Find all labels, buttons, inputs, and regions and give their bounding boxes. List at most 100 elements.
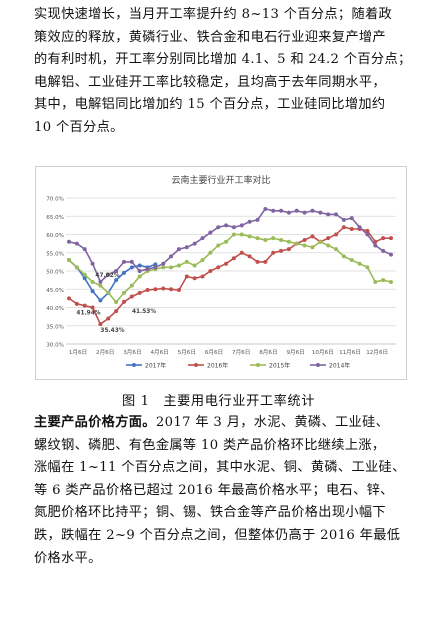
text-line: 涨幅在 1~11 个百分点之间，其中水泥、铜、黄磷、工业硅、 xyxy=(34,460,406,476)
data-point xyxy=(145,267,150,272)
data-point xyxy=(231,256,236,261)
data-point xyxy=(169,265,174,270)
data-point xyxy=(114,309,119,314)
x-tick-label: 6月6日 xyxy=(205,349,223,356)
data-point xyxy=(286,210,291,215)
x-tick-label: 5月6日 xyxy=(178,349,196,356)
text-line: 电解铝、工业硅开工率比较稳定，且均高于去年同期水平， xyxy=(34,74,386,90)
data-point xyxy=(357,225,362,230)
data-point xyxy=(389,279,393,284)
x-tick-label: 1月6日 xyxy=(69,349,87,356)
data-point xyxy=(129,294,134,299)
data-point xyxy=(169,287,174,292)
data-point xyxy=(74,241,79,246)
data-point xyxy=(224,261,229,266)
data-point xyxy=(98,283,103,288)
legend-item: 2015年 xyxy=(250,362,290,370)
data-point xyxy=(208,230,213,235)
legend-label: 2014年 xyxy=(329,362,350,370)
data-point xyxy=(129,259,134,264)
data-point xyxy=(129,265,134,270)
text-line: 10 个百分点。 xyxy=(34,119,124,135)
legend-marker xyxy=(256,363,260,367)
data-point xyxy=(114,278,119,283)
data-point xyxy=(239,223,244,228)
data-point xyxy=(334,232,339,237)
data-point xyxy=(263,237,268,242)
data-point xyxy=(302,210,307,215)
data-point xyxy=(271,236,276,241)
data-point xyxy=(67,296,71,301)
legend-marker xyxy=(316,363,320,367)
data-point xyxy=(200,236,205,241)
data-point xyxy=(153,262,158,267)
text-line: 实现快速增长，当月开工率提升约 8~13 个百分点；随着政 xyxy=(34,7,393,22)
series-line xyxy=(68,259,156,302)
data-point xyxy=(90,261,95,266)
data-point xyxy=(357,261,362,266)
x-tick-label: 3月6日 xyxy=(123,349,141,356)
data-point xyxy=(145,287,150,292)
data-point xyxy=(318,239,323,244)
data-label: 41.94% xyxy=(76,310,100,316)
data-point xyxy=(200,274,205,279)
data-point xyxy=(121,259,126,264)
data-point xyxy=(247,234,252,239)
y-tick-label: 70.0% xyxy=(46,197,64,203)
data-point xyxy=(239,250,244,255)
text-line: 其中，电解铝同比增加约 15 个百分点，工业硅同比增加约 xyxy=(34,97,386,113)
data-point xyxy=(349,227,354,232)
data-point xyxy=(184,245,189,250)
figure-caption: 图 1 主要用电行业开工率统计 xyxy=(121,394,316,409)
x-tick-label: 4月6日 xyxy=(150,349,168,356)
data-point xyxy=(161,286,166,291)
y-tick-label: 55.0% xyxy=(46,251,64,257)
data-point xyxy=(381,248,386,253)
data-point xyxy=(192,263,197,268)
legend-item: 2014年 xyxy=(310,362,350,370)
x-tick-label: 9月6日 xyxy=(286,349,304,356)
data-point xyxy=(247,254,252,259)
data-point xyxy=(255,259,260,264)
text-line: 主要产品价格方面。2017 年 3 月，水泥、黄磷、工业硅、 xyxy=(34,412,414,435)
legend-marker xyxy=(194,363,198,367)
data-point xyxy=(326,236,331,241)
data-point xyxy=(224,223,229,228)
data-point xyxy=(302,237,307,242)
text-line: 跌，跌幅在 2~9 个百分点之间，但整体仍高于 2016 年最低 xyxy=(34,527,401,543)
y-tick-label: 45.0% xyxy=(46,288,64,294)
y-tick-label: 60.0% xyxy=(46,233,64,239)
data-point xyxy=(82,276,87,281)
data-point xyxy=(271,208,276,213)
series-2015年 xyxy=(67,232,393,305)
data-point xyxy=(192,241,197,246)
series-2017年 xyxy=(67,258,158,303)
data-point xyxy=(90,289,95,294)
data-point xyxy=(176,263,181,268)
data-point xyxy=(90,279,95,284)
data-point xyxy=(82,247,87,252)
data-point xyxy=(200,258,205,263)
data-point xyxy=(184,259,189,264)
data-label: 41.53% xyxy=(132,309,156,315)
data-point xyxy=(286,239,291,244)
data-point xyxy=(271,250,276,255)
data-point xyxy=(176,287,181,292)
data-point xyxy=(341,225,346,230)
data-label: 47.02% xyxy=(95,273,119,279)
data-point xyxy=(114,269,119,273)
data-point xyxy=(129,283,134,288)
data-label: 35.43% xyxy=(100,328,124,334)
data-point xyxy=(208,269,213,273)
x-tick-label: 2月6日 xyxy=(96,349,114,356)
paragraph-product-prices: 主要产品价格方面。2017 年 3 月，水泥、黄磷、工业硅、 螺纹钢、磷肥、有色… xyxy=(34,412,414,570)
data-point xyxy=(208,250,213,255)
data-point xyxy=(153,265,158,270)
data-point xyxy=(82,272,87,277)
data-point xyxy=(247,219,252,224)
legend-label: 2016年 xyxy=(207,362,228,370)
data-point xyxy=(137,290,142,295)
data-point xyxy=(216,243,221,248)
data-point xyxy=(310,234,315,239)
data-point xyxy=(286,247,291,252)
